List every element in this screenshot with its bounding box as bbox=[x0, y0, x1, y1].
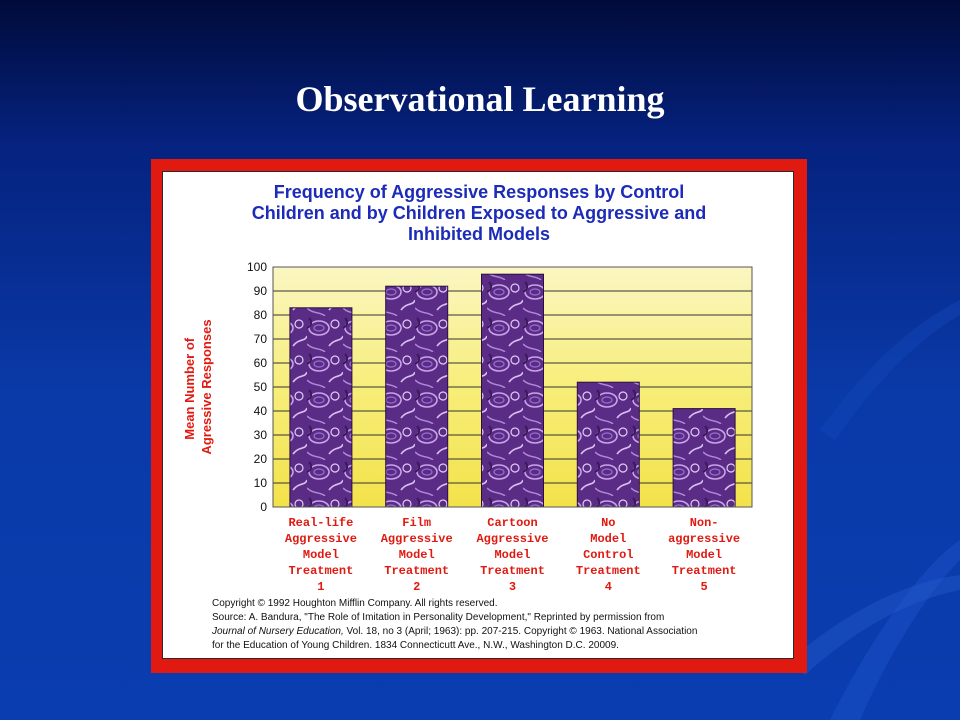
x-tick-label: Non- bbox=[690, 516, 719, 530]
bar bbox=[481, 273, 544, 508]
x-tick-label: 1 bbox=[317, 580, 324, 594]
x-tick-label: Film bbox=[402, 516, 431, 530]
chart-title: Frequency of Aggressive Responses by Con… bbox=[163, 182, 795, 245]
y-tick-label: 90 bbox=[254, 284, 268, 298]
x-tick-label: 2 bbox=[413, 580, 420, 594]
chart-title-line: Frequency of Aggressive Responses by Con… bbox=[273, 182, 685, 202]
x-tick-label: Treatment bbox=[672, 564, 737, 578]
y-tick-label: 80 bbox=[254, 308, 268, 322]
x-tick-label: Real-life bbox=[288, 516, 353, 530]
x-tick-label: Model bbox=[590, 532, 626, 546]
y-axis-label-line: Mean Number of bbox=[182, 337, 197, 440]
x-tick-label: Cartoon bbox=[487, 516, 537, 530]
source-line: Source: A. Bandura, "The Role of Imitati… bbox=[212, 612, 665, 623]
x-tick-label: Model bbox=[303, 548, 339, 562]
y-axis-label: Mean Number of Agressive Responses bbox=[182, 319, 214, 454]
x-tick-label: No bbox=[601, 516, 615, 530]
y-tick-label: 60 bbox=[254, 356, 268, 370]
x-tick-label: Model bbox=[686, 548, 722, 562]
x-tick-label: Aggressive bbox=[381, 532, 453, 546]
chart-title-line: Inhibited Models bbox=[408, 224, 550, 244]
y-tick-label: 40 bbox=[254, 404, 268, 418]
x-tick-label: Treatment bbox=[288, 564, 353, 578]
citation-rest: Vol. 18, no 3 (April; 1963): pp. 207-215… bbox=[343, 626, 698, 637]
x-tick-label: Aggressive bbox=[285, 532, 357, 546]
x-tick-label: Treatment bbox=[480, 564, 545, 578]
citation-line: Journal of Nursery Education, Vol. 18, n… bbox=[212, 625, 792, 639]
y-tick-label: 50 bbox=[254, 380, 268, 394]
figure-frame: Frequency of Aggressive Responses by Con… bbox=[151, 159, 807, 673]
bar bbox=[576, 381, 640, 508]
x-tick-label: 4 bbox=[605, 580, 612, 594]
x-tick-label: 5 bbox=[700, 580, 707, 594]
bar bbox=[385, 285, 449, 508]
copyright-line: Copyright © 1992 Houghton Mifflin Compan… bbox=[212, 598, 498, 609]
x-tick-label: Treatment bbox=[576, 564, 641, 578]
y-axis-label-line: Agressive Responses bbox=[199, 319, 214, 454]
bar-chart: 0 10 20 30 40 50 60 70 80 90 100 Real-life Aggressi… bbox=[182, 260, 753, 594]
x-tick-label: 3 bbox=[509, 580, 516, 594]
x-tick-label: aggressive bbox=[668, 532, 740, 546]
x-tick-label: Model bbox=[399, 548, 435, 562]
address-line: for the Education of Young Children. 183… bbox=[212, 640, 619, 651]
y-tick-label: 0 bbox=[260, 500, 267, 514]
chart-title-line: Children and by Children Exposed to Aggr… bbox=[251, 203, 707, 223]
plot-border bbox=[272, 266, 753, 508]
y-tick-label: 20 bbox=[254, 452, 268, 466]
bar bbox=[289, 307, 353, 508]
x-tick-label: Model bbox=[494, 548, 530, 562]
x-tick-label: Treatment bbox=[384, 564, 449, 578]
y-tick-label: 70 bbox=[254, 332, 268, 346]
x-tick-label: Aggressive bbox=[476, 532, 548, 546]
slide-title: Observational Learning bbox=[295, 79, 665, 119]
y-tick-label: 10 bbox=[254, 476, 268, 490]
y-tick-label: 30 bbox=[254, 428, 268, 442]
journal-name: Journal of Nursery Education, bbox=[212, 626, 344, 637]
chart-panel: Frequency of Aggressive Responses by Con… bbox=[162, 171, 794, 659]
bar bbox=[672, 408, 736, 508]
y-tick-label: 100 bbox=[247, 260, 267, 274]
x-tick-label: Control bbox=[583, 548, 633, 562]
